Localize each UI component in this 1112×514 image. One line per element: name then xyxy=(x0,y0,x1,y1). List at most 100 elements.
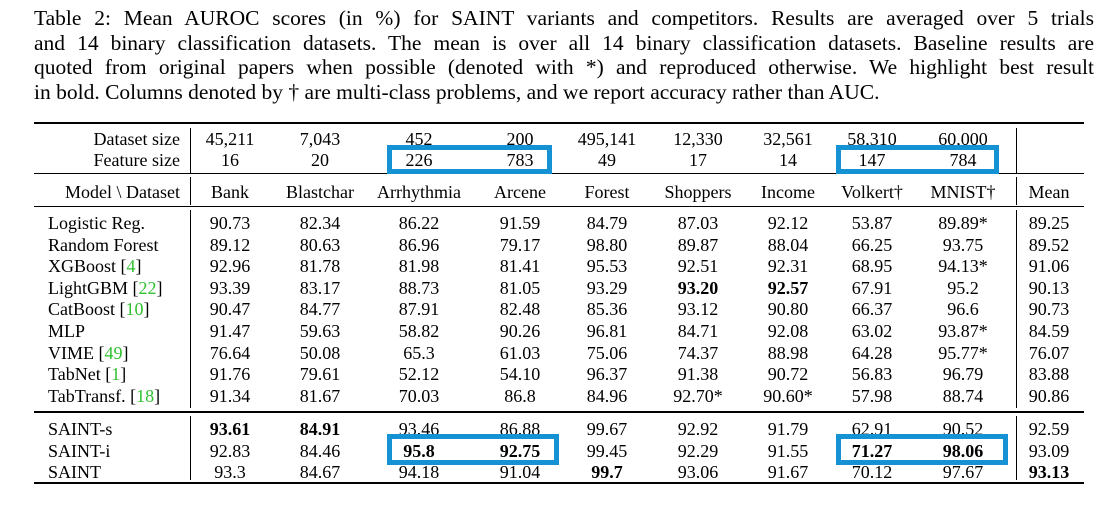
table-cell: 95.53 xyxy=(586,256,628,277)
table-caption: Table 2: Mean AUROC scores (in %) for SA… xyxy=(34,6,1094,104)
table-cell: 91.67 xyxy=(767,462,809,482)
row-model-name: LightGBM [22] xyxy=(48,277,163,298)
column-header-mnist: MNIST† xyxy=(930,182,996,202)
table-cell: 84.79 xyxy=(586,213,628,233)
row-model-name: SAINT-s xyxy=(48,418,112,440)
table-cell: 91.55 xyxy=(767,440,809,461)
table-cell: 98.06 xyxy=(942,440,984,461)
feature-size-cell: 147 xyxy=(858,150,886,170)
table-cell: 94.18 xyxy=(398,462,440,482)
table-cell: 92.83 xyxy=(209,440,251,461)
table-cell: 80.63 xyxy=(299,234,341,255)
highlight-box-saint-i-arrhythmia-arcene xyxy=(387,434,559,465)
table-cell: 92.31 xyxy=(767,256,809,277)
model-name-text: MLP xyxy=(48,321,86,341)
row-model-name: MLP xyxy=(48,320,85,342)
table-bottom-rule xyxy=(34,482,1084,484)
row-model-name: TabNet [1] xyxy=(48,364,127,385)
table-cell: 88.98 xyxy=(767,342,809,363)
dataset-size-cell: 58,310 xyxy=(847,129,897,149)
table-cell: 90.80 xyxy=(767,299,809,320)
model-name-text: SAINT-s xyxy=(48,419,113,439)
table-cell: 93.12 xyxy=(677,299,719,320)
table-cell: 91.06 xyxy=(1028,256,1070,277)
table-cell: 92.92 xyxy=(677,419,719,439)
column-header-volkert: Volkert† xyxy=(841,182,903,202)
table-cell: 82.48 xyxy=(499,299,541,320)
table-cell: 65.3 xyxy=(403,342,435,363)
table-cell: 90.47 xyxy=(209,299,251,320)
model-name-text: XGBoost xyxy=(48,256,117,277)
table-cell: 84.91 xyxy=(299,419,341,439)
table-cell: 84.77 xyxy=(299,299,341,320)
table-cell: 91.38 xyxy=(677,364,719,385)
table-cell: 70.12 xyxy=(851,462,893,482)
column-header-mean: Mean xyxy=(1028,182,1070,202)
table-cell: 98.80 xyxy=(586,234,628,255)
column-header-shoppers: Shoppers xyxy=(664,182,732,202)
table-cell: 93.09 xyxy=(1028,440,1070,461)
highlight-box-feature-size-arrhythmia-arcene xyxy=(387,145,552,174)
table-cell: 50.08 xyxy=(299,342,341,363)
row-model-name: TabTransf. [18] xyxy=(48,385,161,406)
table-cell: 84.71 xyxy=(677,321,719,341)
table-cell: 64.28 xyxy=(851,342,893,363)
column-header-bank: Bank xyxy=(211,182,249,202)
citation-link[interactable]: 10 xyxy=(125,299,144,320)
table-cell: 95.2 xyxy=(947,277,979,298)
dataset-size-cell: 495,141 xyxy=(577,129,637,149)
column-header-blastchar: Blastchar xyxy=(286,182,354,202)
feature-size-cell: 49 xyxy=(598,150,616,170)
citation-link[interactable]: 18 xyxy=(136,385,155,406)
model-name-text: TabTransf. xyxy=(48,385,126,406)
table-cell: 85.36 xyxy=(586,299,628,320)
table-cell: 96.37 xyxy=(586,364,628,385)
table-cell: 91.76 xyxy=(209,364,251,385)
table-cell: 53.87 xyxy=(851,213,893,233)
dataset-size-label: Dataset size xyxy=(93,129,180,149)
table-cell: 71.27 xyxy=(851,440,893,461)
citation-link[interactable]: 1 xyxy=(111,364,121,385)
dataset-size-cell: 200 xyxy=(506,129,534,149)
table-cell: 86.22 xyxy=(398,213,440,233)
dataset-size-cell: 12,330 xyxy=(673,129,723,149)
table-cell: 99.45 xyxy=(586,440,628,461)
table-cell: 76.07 xyxy=(1028,342,1070,363)
table-cell: 93.39 xyxy=(209,277,251,298)
highlight-box-saint-i-volkert-mnist xyxy=(836,434,1008,465)
feature-size-cell: 17 xyxy=(689,150,707,170)
table-cell: 87.03 xyxy=(677,213,719,233)
model-name-text: Random Forest xyxy=(48,234,159,255)
model-name-text: SAINT-i xyxy=(48,440,111,461)
caption-line: in bold. Columns denoted by † are multi-… xyxy=(34,79,880,104)
table-cell: 96.81 xyxy=(586,321,628,341)
table-cell: 59.63 xyxy=(299,321,341,341)
table-cell: 96.79 xyxy=(942,364,984,385)
table-cell: 90.13 xyxy=(1028,277,1070,298)
row-model-name: SAINT-i xyxy=(48,440,110,462)
table-cell: 76.64 xyxy=(209,342,251,363)
table-cell: 88.74 xyxy=(942,385,984,406)
model-name-text: TabNet xyxy=(48,364,101,385)
table-cell: 92.59 xyxy=(1028,419,1070,439)
table-cell: 66.25 xyxy=(851,234,893,255)
table-cell: 90.73 xyxy=(1028,299,1070,320)
table-cell: 79.61 xyxy=(299,364,341,385)
table-cell: 92.57 xyxy=(767,277,809,298)
citation-link[interactable]: 4 xyxy=(126,256,136,277)
table-cell: 84.67 xyxy=(299,462,341,482)
table-cell: 92.08 xyxy=(767,321,809,341)
citation-link[interactable]: 22 xyxy=(138,277,157,298)
table-cell: 95.8 xyxy=(403,440,435,461)
table-cell: 93.13 xyxy=(1028,462,1070,482)
table-cell: 92.70* xyxy=(673,385,723,406)
row-model-name: XGBoost [4] xyxy=(48,256,142,277)
model-column-separator xyxy=(190,128,191,173)
table-cell: 84.46 xyxy=(299,440,341,461)
model-column-separator xyxy=(190,177,191,205)
table-cell: 81.41 xyxy=(499,256,541,277)
table-cell: 99.67 xyxy=(586,419,628,439)
citation-link[interactable]: 49 xyxy=(104,342,123,363)
table-cell: 92.75 xyxy=(499,440,541,461)
table-cell: 81.78 xyxy=(299,256,341,277)
